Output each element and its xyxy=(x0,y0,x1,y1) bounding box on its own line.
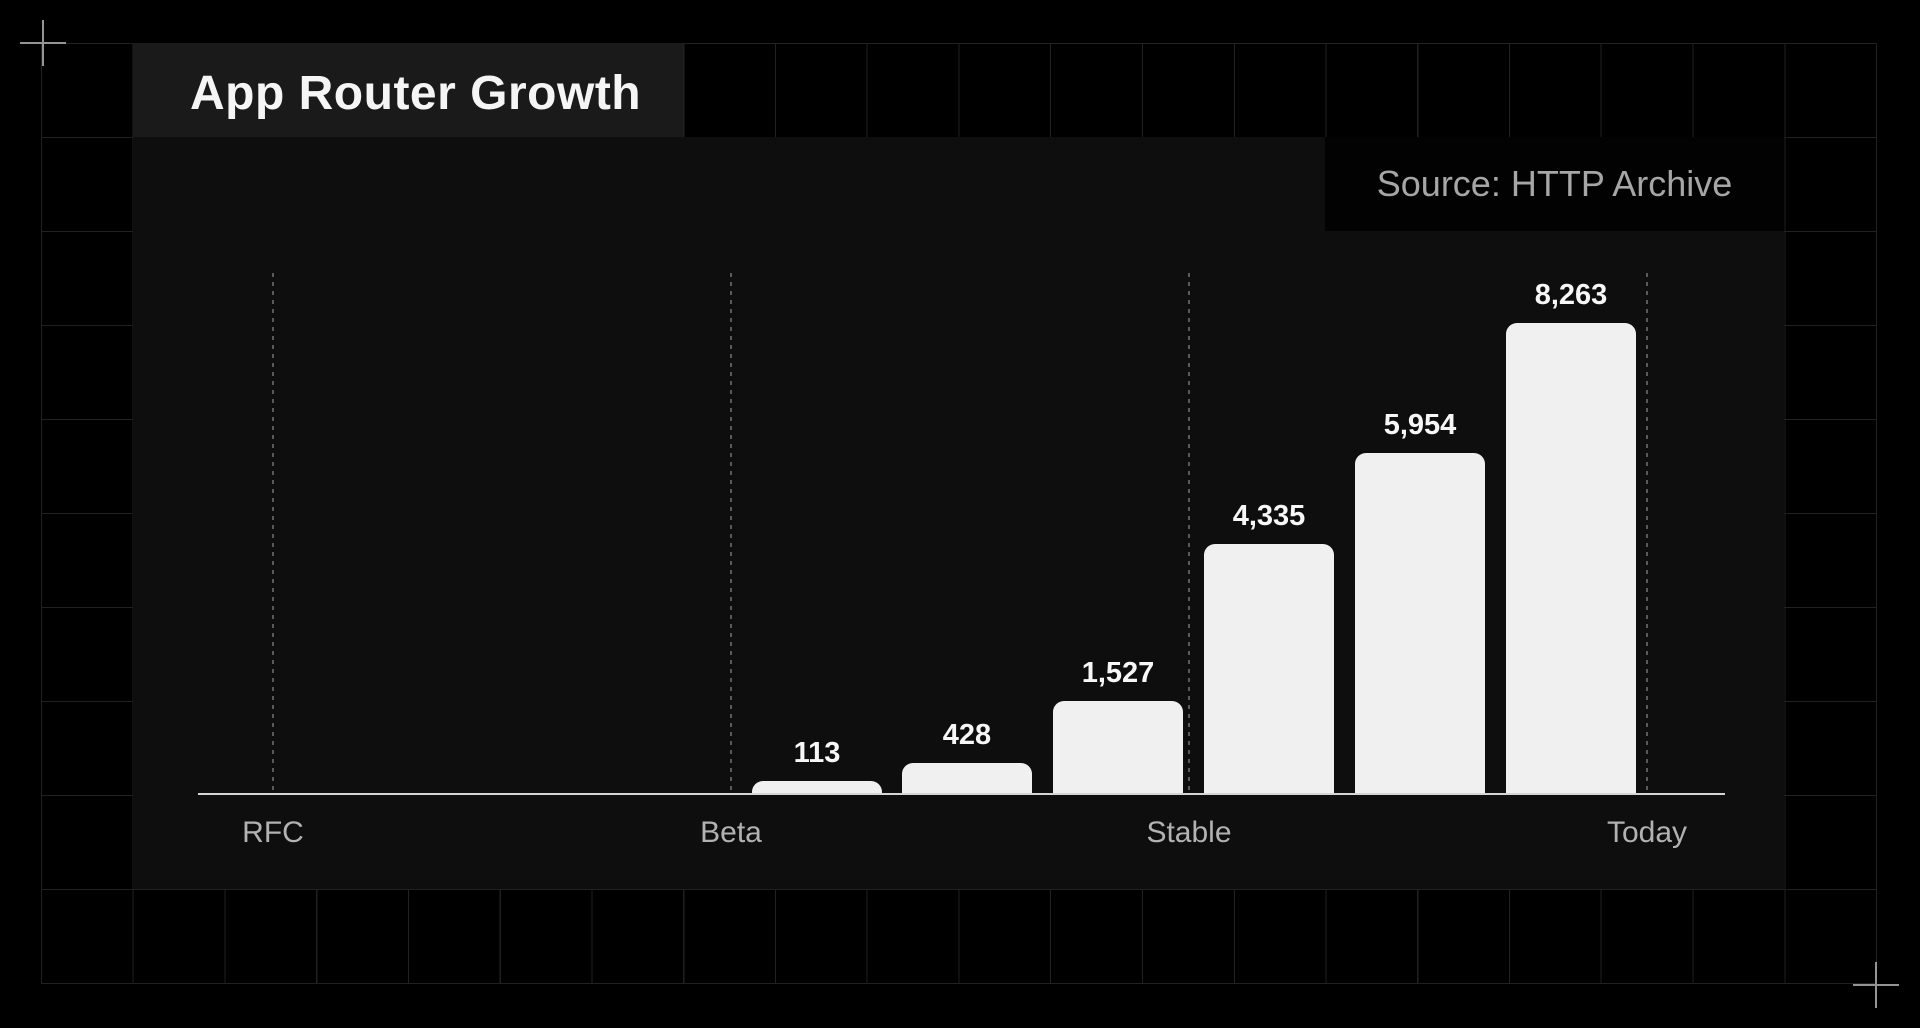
chart-title: App Router Growth xyxy=(190,66,642,120)
crosshair-icon-top-left xyxy=(20,20,66,66)
bar-value-label: 4,335 xyxy=(1232,500,1306,532)
crosshair-icon-bottom-right xyxy=(1853,962,1899,1008)
bar xyxy=(1355,453,1485,793)
bar-value-label: 5,954 xyxy=(1383,409,1457,441)
source-label: Source: HTTP Archive xyxy=(1376,163,1733,204)
x-tick-label: Stable xyxy=(1146,816,1232,849)
bar-value-label: 1,527 xyxy=(1081,657,1155,689)
chart-title-box: App Router Growth xyxy=(133,43,683,137)
bar xyxy=(1506,323,1636,793)
milestone-gridline xyxy=(1646,273,1648,793)
milestone-gridline xyxy=(1188,273,1190,793)
bar xyxy=(752,781,882,793)
milestone-gridline xyxy=(730,273,732,793)
x-tick-label: Today xyxy=(1606,816,1688,849)
milestone-gridline xyxy=(272,273,274,793)
bar-value-label: 428 xyxy=(942,719,992,751)
x-tick-label: RFC xyxy=(242,816,304,849)
bar xyxy=(1053,701,1183,793)
source-badge: Source: HTTP Archive xyxy=(1325,137,1784,231)
bar xyxy=(902,763,1032,793)
x-axis-line xyxy=(198,793,1725,795)
bar xyxy=(1204,544,1334,793)
x-tick-label: Beta xyxy=(700,816,762,849)
bar-value-label: 113 xyxy=(793,737,841,769)
bar-value-label: 8,263 xyxy=(1534,279,1608,311)
